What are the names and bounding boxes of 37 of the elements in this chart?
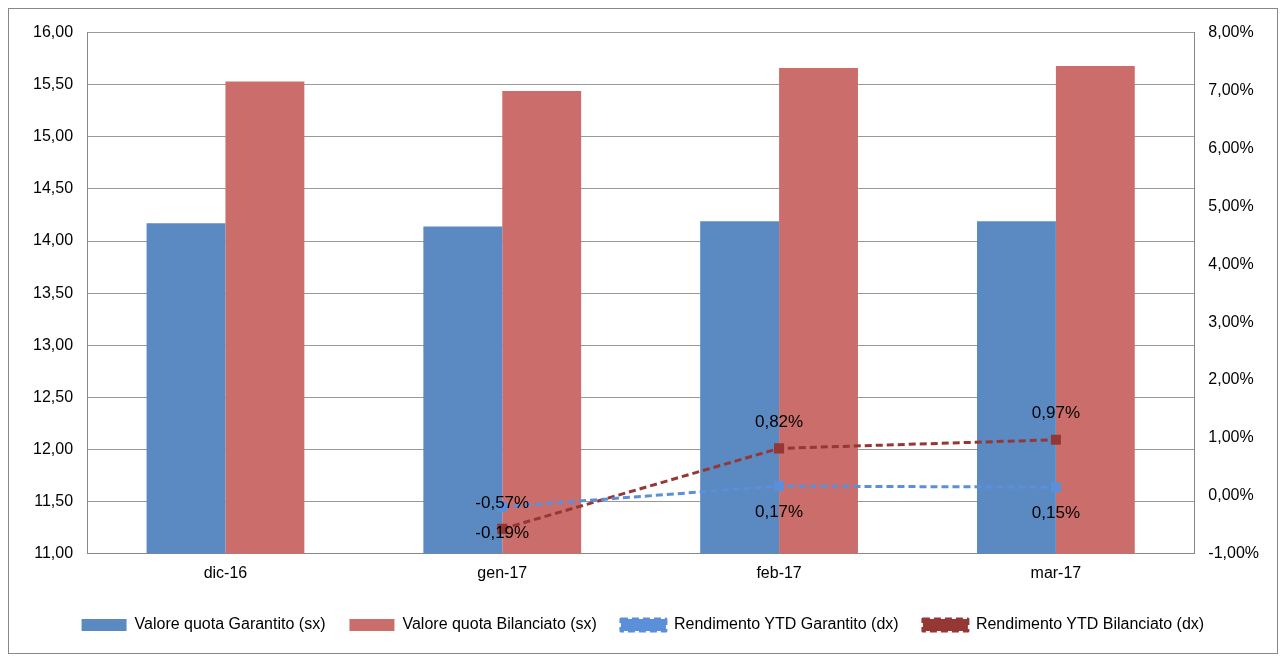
y-tick-label: 13,00 xyxy=(32,335,74,353)
point xyxy=(774,481,785,492)
point xyxy=(1050,482,1061,493)
x-tick-label: gen-17 xyxy=(477,563,528,581)
point xyxy=(1050,434,1061,445)
y2-tick-label: 8,00% xyxy=(1208,23,1254,41)
y2-tick-label: 4,00% xyxy=(1208,254,1254,272)
x-tick-label: feb-17 xyxy=(756,563,802,581)
y-tick-label: 14,00 xyxy=(32,231,74,249)
legend-label: Valore quota Garantito (sx) xyxy=(134,615,326,633)
y2-tick-label: 0,00% xyxy=(1208,486,1254,504)
data-label: 0,97% xyxy=(1031,403,1080,423)
y2-tick-label: 6,00% xyxy=(1208,138,1254,156)
y-tick-label: 12,00 xyxy=(32,439,74,457)
y-tick-label: 11,00 xyxy=(34,544,74,562)
data-label: 0,17% xyxy=(754,501,804,521)
legend-label: Valore quota Bilanciato (sx) xyxy=(402,615,597,633)
y2-tick-label: 2,00% xyxy=(1208,370,1254,388)
y-tick-label: 16,00 xyxy=(32,23,74,41)
y-tick-label: 12,50 xyxy=(32,387,74,405)
y-tick-label: 15,50 xyxy=(32,75,74,93)
y-tick-label: 13,50 xyxy=(32,283,74,301)
data-label: 0,15% xyxy=(1031,502,1080,522)
x-tick-label: mar-17 xyxy=(1030,563,1082,581)
x-tick-label: dic-16 xyxy=(203,563,248,581)
legend-label: Rendimento YTD Bilanciato (dx) xyxy=(975,615,1205,633)
legend-label: Rendimento YTD Garantito (dx) xyxy=(673,615,899,633)
y-tick-label: 11,50 xyxy=(34,492,74,510)
point xyxy=(774,443,785,454)
y2-tick-label: 3,00% xyxy=(1208,312,1254,330)
y2-tick-label: 5,00% xyxy=(1208,196,1254,214)
y2-tick-label: 7,00% xyxy=(1208,80,1254,98)
y2-tick-label: 1,00% xyxy=(1208,428,1254,446)
y-tick-label: 14,50 xyxy=(32,179,74,197)
data-label: 0,82% xyxy=(754,412,804,432)
y2-tick-label: -1,00% xyxy=(1208,544,1260,562)
y-tick-label: 15,00 xyxy=(32,127,74,145)
